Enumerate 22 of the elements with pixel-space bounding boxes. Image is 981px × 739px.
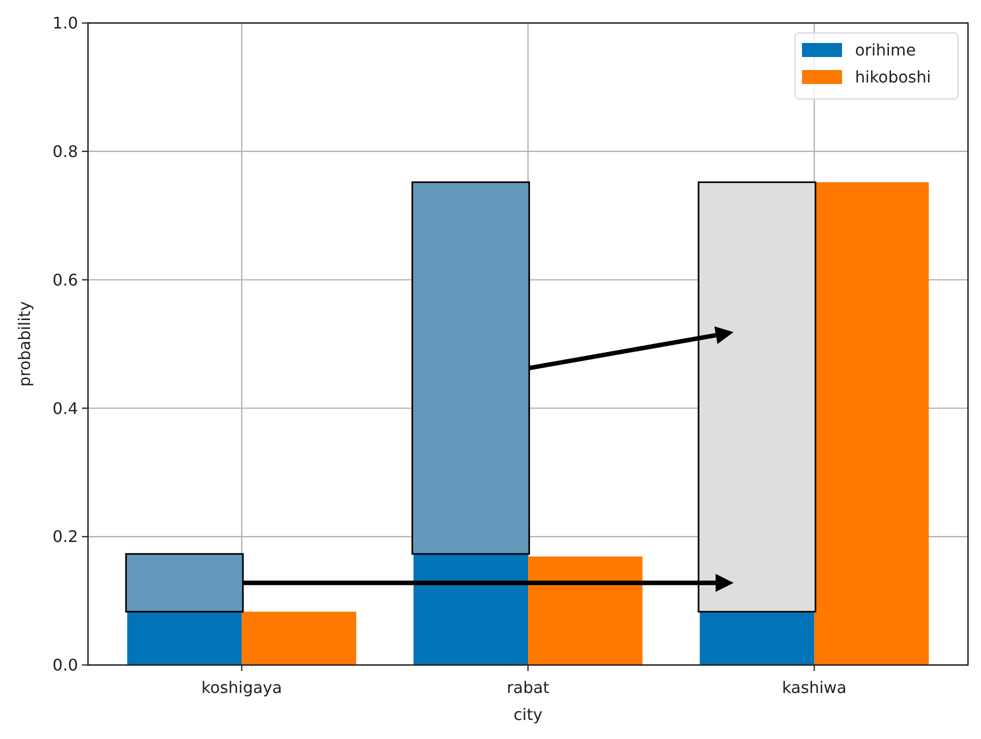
y-tick-label: 0.2 [52,527,78,546]
bar [127,612,242,665]
y-tick-label: 0.0 [52,656,78,675]
bar [700,612,814,665]
x-tick-label: rabat [506,678,550,697]
legend-label: hikoboshi [855,68,931,87]
x-tick-label: koshigaya [201,678,282,697]
y-tick-label: 0.4 [52,398,78,418]
y-tick-label: 0.8 [52,142,78,161]
bar [411,181,530,555]
y-tick-label: 1.0 [52,14,78,33]
bar [413,554,528,665]
bar [698,181,816,613]
bar [528,556,643,665]
x-tick-label: kashiwa [782,678,847,697]
y-tick-label: 0.6 [52,270,78,290]
bar [125,553,244,613]
x-axis-title: city [514,705,542,724]
bar [814,182,929,665]
legend-label: orihime [855,40,916,60]
y-axis-title: probability [15,301,34,387]
bar [242,612,356,665]
